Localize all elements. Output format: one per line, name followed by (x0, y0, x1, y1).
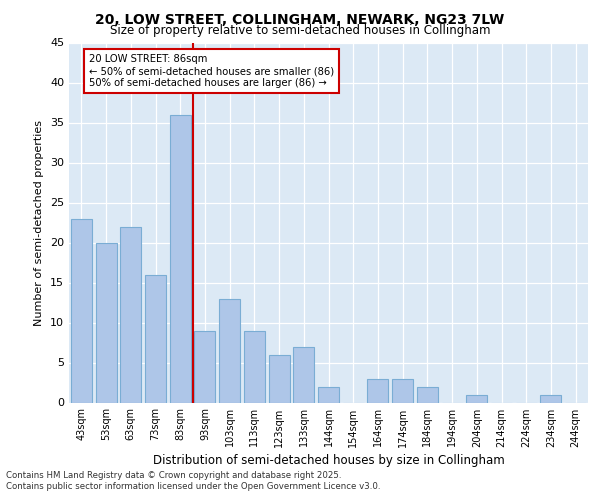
Bar (170, 114, 191, 403)
Bar (145, 274, 166, 402)
Bar (95, 242, 116, 402)
Bar (269, 354, 290, 403)
Text: 20 LOW STREET: 86sqm
← 50% of semi-detached houses are smaller (86)
50% of semi-: 20 LOW STREET: 86sqm ← 50% of semi-detac… (89, 54, 334, 88)
Bar (392, 378, 413, 402)
Text: Contains HM Land Registry data © Crown copyright and database right 2025.: Contains HM Land Registry data © Crown c… (6, 471, 341, 480)
Bar (318, 386, 339, 402)
Bar (219, 298, 240, 403)
Bar (466, 394, 487, 402)
Y-axis label: Number of semi-detached properties: Number of semi-detached properties (34, 120, 44, 326)
X-axis label: Distribution of semi-detached houses by size in Collingham: Distribution of semi-detached houses by … (152, 454, 505, 466)
Bar (367, 378, 388, 402)
Text: Size of property relative to semi-detached houses in Collingham: Size of property relative to semi-detach… (110, 24, 490, 37)
Bar (71, 218, 92, 402)
Bar (194, 330, 215, 402)
Bar (293, 346, 314, 403)
Text: 20, LOW STREET, COLLINGHAM, NEWARK, NG23 7LW: 20, LOW STREET, COLLINGHAM, NEWARK, NG23… (95, 12, 505, 26)
Bar (541, 394, 562, 402)
Bar (417, 386, 438, 402)
Text: Contains public sector information licensed under the Open Government Licence v3: Contains public sector information licen… (6, 482, 380, 491)
Bar (120, 226, 141, 402)
Bar (244, 330, 265, 402)
